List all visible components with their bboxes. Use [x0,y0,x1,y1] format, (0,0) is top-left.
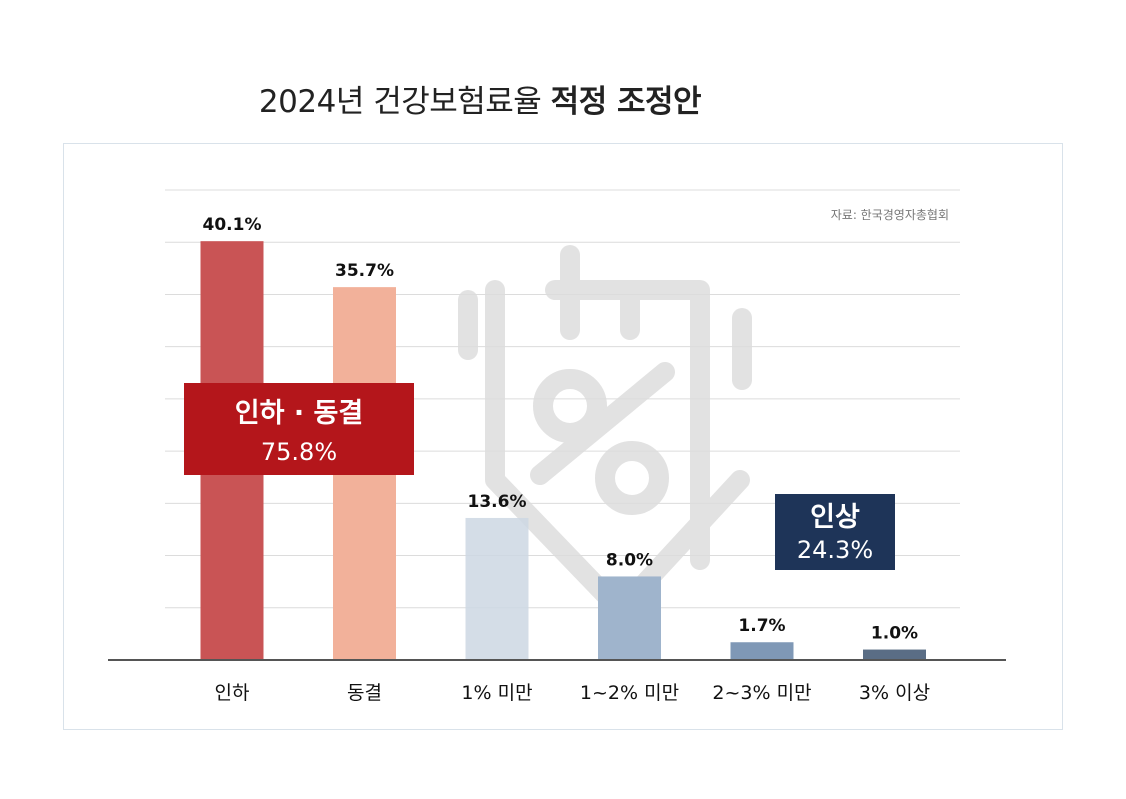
value-label: 13.6% [468,492,527,512]
annotation-increase-value: 24.3% [797,536,873,564]
annotation-decrease-freeze: 인하 · 동결 75.8% [184,383,414,475]
annotation-increase: 인상 24.3% [775,494,895,570]
value-label: 1.0% [871,624,918,644]
annotation-increase-box [775,494,895,570]
category-label: 3% 이상 [859,682,930,704]
annotation-decrease-freeze-value: 75.8% [261,438,337,466]
category-label: 1~2% 미만 [580,682,679,704]
value-label: 35.7% [335,261,394,281]
annotation-increase-title: 인상 [810,502,860,533]
title-bold: 적정 조정안 [550,84,702,120]
watermark-logo [458,245,752,620]
annotation-decrease-freeze-box [184,383,414,475]
value-labels: 40.1% 35.7% 13.6% 8.0% 1.7% 1.0% [203,215,919,643]
category-labels: 인하 동결 1% 미만 1~2% 미만 2~3% 미만 3% 이상 [215,682,931,704]
title-plain: 2024년 건강보험료율 [258,84,542,120]
category-label: 인하 [215,682,250,704]
value-label: 1.7% [738,616,785,636]
category-label: 1% 미만 [461,682,532,704]
category-label: 동결 [347,682,382,704]
bar [863,649,926,660]
value-label: 8.0% [606,550,653,570]
chart-title: 2024년 건강보험료율 적정 조정안 [0,76,960,121]
bar [465,517,529,660]
source-note: 자료: 한국경영자총협회 [831,208,949,222]
value-label: 40.1% [203,215,262,235]
category-label: 2~3% 미만 [712,682,811,704]
bar [598,576,661,660]
annotation-decrease-freeze-title: 인하 · 동결 [235,398,363,429]
bar [730,642,794,660]
